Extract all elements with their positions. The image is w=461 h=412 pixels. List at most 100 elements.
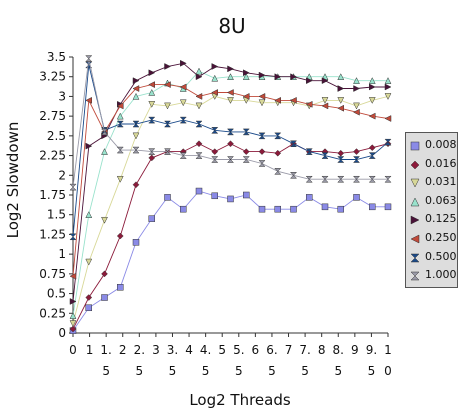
data-point [305, 100, 313, 108]
data-point [132, 181, 140, 189]
data-point [290, 205, 297, 213]
data-point [164, 194, 171, 201]
data-point [306, 77, 313, 85]
data-point [353, 102, 360, 110]
data-point [289, 140, 298, 147]
data-point [132, 146, 140, 154]
data-point [274, 132, 282, 140]
chart-title: 8U [218, 14, 245, 38]
data-point [321, 97, 329, 104]
data-point [227, 65, 235, 73]
x-tick-label: 5. [233, 343, 244, 357]
y-tick-label: 1 [58, 247, 66, 261]
data-point [384, 203, 392, 211]
data-point [226, 89, 234, 96]
data-point [69, 312, 77, 319]
data-point [337, 149, 345, 157]
data-point [337, 85, 345, 92]
series-layer [69, 55, 392, 334]
data-point [384, 175, 392, 183]
data-point [179, 99, 187, 107]
x-tick-label: 4 [185, 343, 193, 357]
data-point [274, 205, 281, 213]
y-tick-label: 0 [58, 326, 66, 340]
y-tick-label: 0.25 [39, 306, 66, 320]
data-point [242, 128, 250, 136]
x-tick-label-cont: 5 [202, 364, 210, 378]
y-tick-label: 2.75 [39, 109, 66, 123]
data-point [132, 239, 140, 246]
data-point [305, 148, 313, 155]
data-point [101, 148, 108, 155]
data-point [337, 175, 345, 183]
y-tick-label: 3.25 [39, 70, 66, 84]
legend-item: 0.250 [406, 230, 459, 248]
y-tick-label: 1.5 [47, 208, 66, 222]
data-point [353, 148, 360, 155]
x-tick-label: 9 [351, 343, 359, 357]
data-point [353, 85, 361, 92]
x-tick-label: 2. [134, 343, 145, 357]
data-point [132, 120, 140, 128]
data-point [337, 156, 345, 163]
data-point [148, 81, 155, 89]
data-point [163, 148, 172, 155]
data-point [164, 63, 172, 70]
legend-marker-shape [410, 141, 420, 151]
legend-label: 0.063 [425, 193, 457, 207]
data-point [337, 97, 345, 104]
legend-label: 1.000 [425, 268, 457, 282]
data-point [148, 215, 155, 222]
y-axis-ticks: 0 0.25 0.5 0.75 1 1.25 1.5 1.75 2 2.25 2.5 2.75 3 3.2… [39, 50, 73, 340]
data-point [85, 96, 92, 104]
data-point [337, 205, 344, 213]
data-point [195, 152, 203, 159]
series-1.000 [69, 55, 392, 191]
legend-marker-shape [410, 197, 420, 207]
legend-item: 0.125 [406, 211, 459, 229]
data-point [69, 233, 77, 241]
data-point [148, 148, 156, 155]
y-tick-label: 2.25 [39, 149, 66, 163]
data-point [69, 325, 77, 333]
legend-marker [410, 141, 420, 151]
data-point [211, 148, 219, 155]
y-tick-label: 3.5 [47, 50, 66, 64]
legend-marker [410, 215, 420, 225]
legend-label: 0.008 [425, 138, 457, 151]
legend-item: 0.016 [406, 156, 459, 174]
data-point [101, 294, 108, 301]
data-point [69, 298, 77, 305]
data-point [384, 138, 392, 146]
data-point [117, 284, 124, 291]
x-tick-label: 1 [86, 343, 94, 357]
data-point [85, 211, 93, 218]
data-point [195, 93, 203, 100]
y-axis-label: Log2 Slowdown [4, 122, 22, 239]
series-0.250 [69, 81, 392, 280]
data-point [227, 97, 234, 104]
data-point [195, 102, 203, 110]
data-point [69, 320, 77, 328]
series-0.063 [69, 67, 392, 319]
x-tick-label-cont: 5 [368, 364, 376, 378]
data-point [101, 270, 108, 278]
legend-marker [410, 197, 420, 207]
data-point [258, 205, 266, 213]
x-tick-label: 6. [266, 343, 277, 357]
data-point [242, 93, 250, 100]
data-point [258, 71, 266, 79]
data-point [258, 93, 266, 100]
x-tick-label: 1. [100, 343, 111, 357]
x-tick-label-cont: 5 [135, 364, 143, 378]
data-point [321, 102, 329, 110]
series-0.125 [69, 59, 392, 305]
data-point [226, 156, 235, 163]
legend-marker-shape [410, 215, 420, 225]
data-point [180, 205, 187, 213]
data-point [384, 83, 392, 91]
data-point [148, 101, 156, 108]
data-point [148, 88, 156, 96]
data-point [242, 156, 250, 163]
data-point [274, 96, 281, 104]
